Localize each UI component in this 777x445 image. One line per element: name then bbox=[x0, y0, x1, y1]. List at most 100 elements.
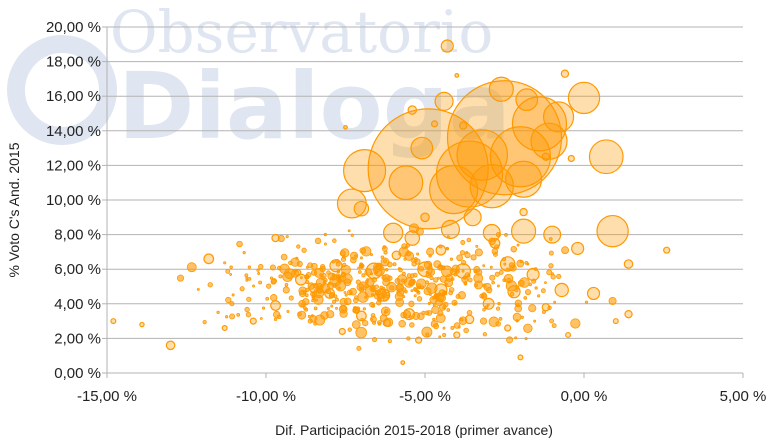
bubble bbox=[517, 354, 524, 361]
minor-bubble bbox=[270, 278, 277, 285]
minor-bubble bbox=[315, 277, 326, 288]
x-tick-label: -15,00 % bbox=[77, 388, 137, 405]
minor-bubble bbox=[361, 273, 366, 278]
bubble bbox=[440, 219, 461, 240]
minor-bubble bbox=[247, 277, 252, 281]
minor-bubble bbox=[398, 320, 406, 328]
minor-bubble bbox=[407, 281, 413, 287]
minor-bubble bbox=[387, 339, 392, 344]
minor-bubble bbox=[528, 304, 537, 313]
bubble bbox=[454, 73, 460, 78]
minor-bubble bbox=[339, 297, 348, 306]
minor-bubble bbox=[556, 273, 562, 280]
bubble bbox=[404, 230, 421, 246]
bubble bbox=[249, 317, 257, 325]
minor-bubble bbox=[431, 305, 440, 314]
minor-bubble bbox=[374, 284, 379, 289]
minor-bubble bbox=[335, 306, 338, 310]
minor-bubble bbox=[242, 251, 246, 255]
minor-bubble bbox=[516, 243, 520, 247]
minor-bubble bbox=[520, 315, 524, 319]
minor-bubble bbox=[196, 287, 200, 291]
minor-bubble bbox=[370, 293, 375, 297]
minor-bubble bbox=[337, 286, 341, 290]
minor-bubble bbox=[261, 306, 266, 310]
minor-bubble bbox=[340, 305, 347, 312]
minor-bubble bbox=[246, 296, 252, 302]
bubble bbox=[542, 101, 575, 133]
y-tick-label: 16,00 % bbox=[46, 88, 101, 105]
bubble bbox=[434, 283, 448, 297]
minor-bubble bbox=[371, 303, 376, 308]
minor-bubble bbox=[382, 278, 391, 287]
minor-bubble bbox=[362, 307, 366, 311]
minor-bubble bbox=[534, 286, 538, 290]
bubble bbox=[507, 285, 521, 299]
minor-bubble bbox=[335, 275, 340, 280]
bubble bbox=[482, 297, 495, 310]
minor-bubble bbox=[405, 250, 412, 257]
minor-bubble bbox=[523, 323, 533, 333]
minor-bubble bbox=[491, 280, 495, 285]
minor-bubble bbox=[341, 272, 347, 278]
bubble bbox=[440, 39, 454, 53]
bubble bbox=[515, 88, 539, 112]
x-tick-label: -5,00 % bbox=[399, 388, 451, 405]
minor-bubble bbox=[358, 281, 368, 291]
minor-bubble bbox=[370, 272, 374, 276]
minor-bubble bbox=[229, 273, 233, 276]
minor-bubble bbox=[548, 250, 554, 256]
y-tick-label: 2,00 % bbox=[54, 330, 101, 347]
minor-bubble bbox=[258, 263, 264, 270]
bubble bbox=[455, 263, 471, 279]
axes bbox=[106, 27, 743, 374]
minor-bubble bbox=[474, 283, 478, 288]
y-tick-label: 0,00 % bbox=[54, 365, 101, 382]
bubble bbox=[463, 208, 482, 227]
minor-bubble bbox=[449, 257, 454, 261]
bubble bbox=[504, 160, 543, 198]
minor-bubble bbox=[526, 262, 530, 266]
minor-bubble bbox=[406, 336, 411, 341]
minor-bubble bbox=[446, 247, 450, 251]
minor-bubble bbox=[433, 323, 439, 330]
minor-bubble bbox=[410, 289, 414, 293]
minor-bubble bbox=[351, 320, 361, 329]
minor-bubble bbox=[425, 280, 429, 285]
minor-bubble bbox=[332, 299, 337, 304]
minor-bubble bbox=[285, 235, 289, 239]
bubble bbox=[271, 233, 280, 243]
minor-bubble bbox=[330, 304, 334, 308]
minor-bubble bbox=[202, 320, 207, 325]
minor-bubble bbox=[481, 293, 488, 300]
minor-bubble bbox=[504, 232, 508, 237]
minor-bubble bbox=[269, 264, 276, 271]
bubble bbox=[571, 241, 585, 256]
y-gridlines bbox=[102, 26, 743, 374]
bubble bbox=[400, 360, 406, 366]
minor-bubble bbox=[362, 319, 369, 327]
bubble bbox=[435, 244, 447, 256]
minor-bubble bbox=[383, 310, 387, 314]
minor-bubble bbox=[489, 265, 493, 269]
minor-bubble bbox=[413, 287, 419, 293]
minor-bubble bbox=[418, 266, 425, 272]
bubble bbox=[383, 222, 404, 244]
minor-bubble bbox=[482, 264, 486, 268]
minor-bubble bbox=[412, 272, 418, 278]
bubble bbox=[110, 318, 117, 325]
minor-bubble bbox=[444, 282, 448, 286]
minor-bubble bbox=[304, 293, 309, 298]
bubble bbox=[624, 309, 633, 319]
minor-bubble bbox=[506, 336, 514, 344]
bubble bbox=[343, 124, 348, 130]
bubble bbox=[526, 267, 540, 281]
minor-bubble bbox=[383, 250, 388, 255]
minor-bubble bbox=[416, 290, 421, 295]
minor-bubble bbox=[377, 322, 382, 326]
minor-bubble bbox=[485, 286, 493, 294]
watermark-line1: Observatorio bbox=[110, 0, 493, 66]
minor-bubble bbox=[229, 313, 236, 320]
minor-bubble bbox=[514, 336, 518, 340]
